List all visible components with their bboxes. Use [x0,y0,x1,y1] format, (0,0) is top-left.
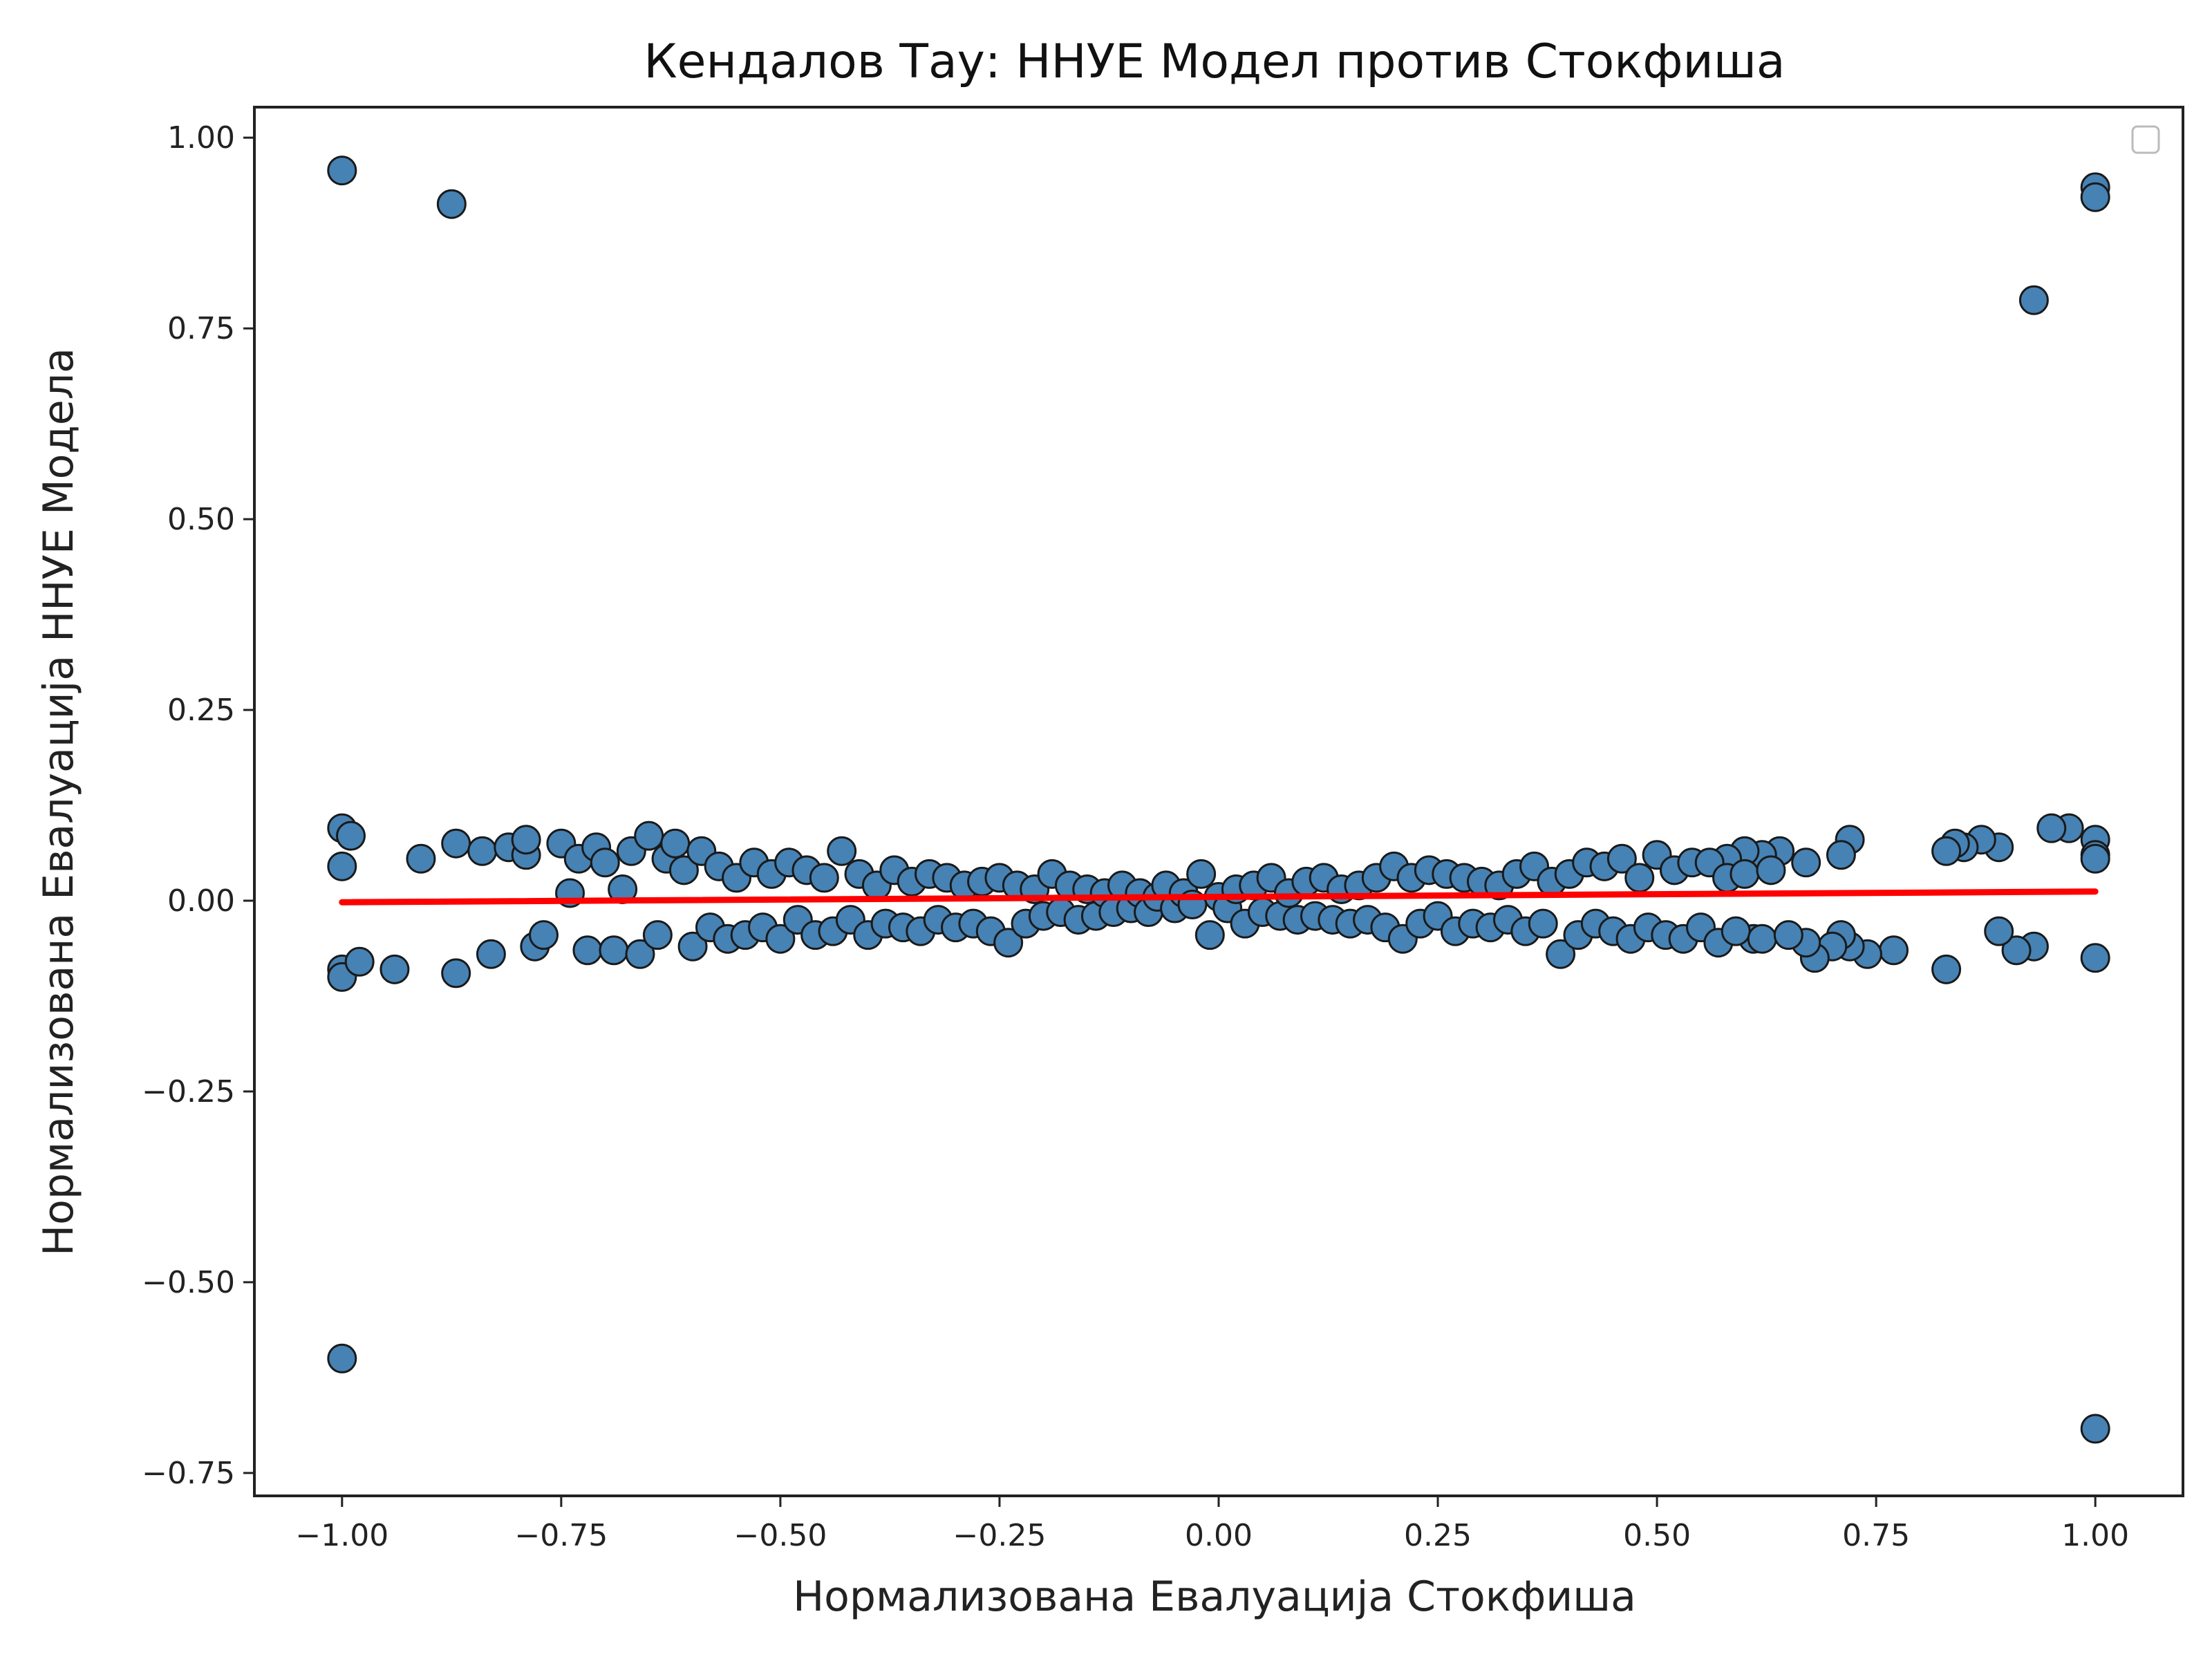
y-tick-label: −0.50 [142,1265,235,1300]
data-point [476,939,506,969]
data-point [436,189,467,219]
data-point [2080,1414,2110,1444]
data-point [1606,843,1637,874]
chart-title: Кендалов Тау: ННУЕ Модел против Стокфиша [644,35,1785,89]
data-point [511,825,541,855]
y-tick-label: 0.25 [167,693,235,728]
y-tick-label: 0.00 [167,883,235,919]
y-axis-title: Нормализована Евалуација ННУЕ Модела [35,348,83,1256]
x-tick-label: 0.50 [1623,1518,1691,1553]
plot-area [253,106,2184,1497]
y-axis: −0.75 −0.50 −0.25 0.00 0.25 0.50 0.75 1.00 [142,120,254,1491]
x-tick-label: −0.75 [514,1518,608,1553]
data-point [1791,847,1821,878]
data-point [1773,920,1803,950]
data-point [809,863,839,893]
data-point [1931,836,1962,866]
y-tick-label: 1.00 [167,120,235,156]
data-point [327,1343,357,1374]
data-point [1186,859,1217,889]
data-point [765,924,796,954]
data-point [599,935,629,966]
data-point [625,939,655,969]
x-tick-label: −0.25 [953,1518,1047,1553]
x-axis-title: Нормализована Евалуација Стокфиша [793,1573,1636,1621]
data-point [1721,916,1751,946]
x-tick-label: −0.50 [733,1518,827,1553]
data-point [1546,939,1576,969]
data-point [1730,859,1760,889]
data-point [572,935,603,966]
data-point [379,954,410,984]
data-point [529,920,559,950]
data-point [2036,813,2067,843]
legend-box [2131,125,2160,154]
data-point [2080,182,2110,212]
trend-line [339,888,2099,906]
data-point [1756,855,1786,885]
scatter-points [327,156,2110,1444]
data-point [1624,863,1655,893]
data-point [441,958,471,988]
data-point [344,946,375,977]
data-point [467,836,498,866]
data-point [336,821,366,851]
x-axis: −1.00 −0.75 −0.50 −0.25 0.00 0.25 0.50 0.75 1.00 [295,1496,2129,1553]
data-point [2080,843,2110,874]
data-point [327,156,357,186]
data-point [1879,935,1909,966]
data-point [660,828,691,859]
data-point [590,847,620,878]
data-point [2080,943,2110,973]
trend-line-group [339,888,2099,906]
data-point [441,828,471,859]
data-point [642,920,673,950]
data-point [1931,954,1962,984]
y-tick-label: −0.25 [142,1074,235,1109]
data-point [993,928,1024,958]
y-tick-label: 0.75 [167,311,235,346]
data-point [634,821,664,851]
x-tick-label: −1.00 [295,1518,388,1553]
data-point [327,851,357,881]
x-tick-label: 0.25 [1404,1518,1472,1553]
y-tick-label: 0.50 [167,502,235,537]
data-point [1984,916,2014,946]
data-point [1747,924,1777,954]
x-tick-label: 0.75 [1842,1518,1910,1553]
data-point [2001,935,2032,966]
y-tick-label: −0.75 [142,1456,235,1491]
data-point [1194,920,1225,950]
data-point [827,836,857,866]
data-point [677,931,708,962]
data-point [668,855,699,885]
x-tick-label: 0.00 [1185,1518,1253,1553]
data-point [1826,840,1856,870]
data-point [1528,908,1558,939]
x-tick-label: 1.00 [2061,1518,2129,1553]
data-point [406,843,436,874]
data-point [2018,285,2049,315]
